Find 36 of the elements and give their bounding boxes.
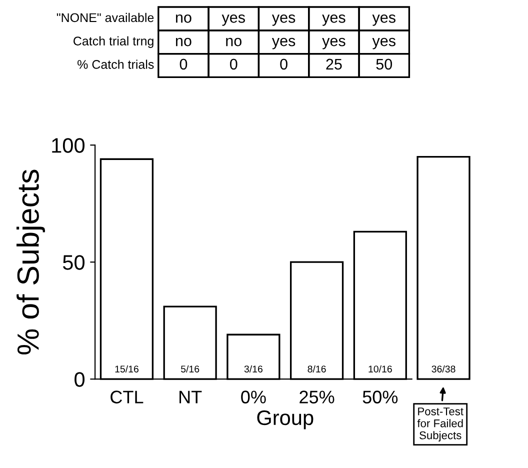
text: no [176, 14, 192, 23]
y-tick-label: 100 [52, 138, 85, 153]
text: no [176, 38, 192, 46]
text: yes [272, 14, 296, 26]
annotation: 3/16 [244, 365, 262, 372]
text: yes [272, 38, 296, 50]
text: Post-Test for Failed Subjects [417, 408, 464, 442]
text: yes [372, 38, 396, 50]
text: 25 [326, 58, 342, 70]
x-tick-label: NT [180, 390, 202, 404]
text: 0 [280, 58, 288, 70]
text: % Catch trials [78, 60, 154, 69]
bar [416, 156, 470, 380]
text: yes [322, 38, 346, 50]
y-tick-label: 50 [62, 255, 85, 270]
annotation: 10/16 [368, 365, 392, 372]
x-tick-label: 50% [362, 390, 398, 404]
y-axis-title: % of Subjects [16, 170, 46, 354]
x-tick-label: 25% [300, 390, 334, 404]
y-tick-label: 0 [74, 372, 85, 387]
text: yes [222, 14, 245, 26]
x-axis-title: Group [257, 410, 314, 430]
annotation: 15/16 [115, 365, 138, 372]
annotation: 8/16 [308, 365, 326, 372]
x-tick-label: CTL [110, 390, 144, 404]
x-tick-label: 0% [241, 390, 266, 404]
text: 0 [180, 58, 188, 70]
text: yes [372, 14, 396, 26]
annotation: 36/38 [432, 365, 456, 372]
annotation: 5/16 [181, 365, 200, 372]
text: Catch trial trng [74, 36, 154, 48]
text: no [226, 38, 242, 46]
text: "NONE" available [56, 12, 154, 22]
text: yes [322, 14, 346, 26]
text: 50 [376, 58, 392, 70]
text: 0 [230, 58, 238, 70]
